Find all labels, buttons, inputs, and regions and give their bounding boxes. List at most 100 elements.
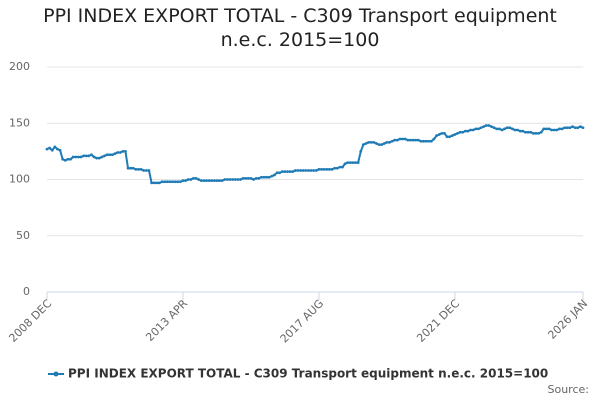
point (95, 156, 99, 160)
point (142, 169, 146, 172)
point (317, 167, 321, 171)
point (560, 127, 564, 131)
point (450, 134, 454, 138)
point (398, 137, 402, 141)
point (338, 165, 342, 169)
y-tick-label: 150 (9, 116, 30, 129)
point (283, 170, 287, 174)
point (346, 161, 350, 165)
point (129, 166, 133, 170)
point (291, 170, 295, 174)
point (335, 166, 339, 170)
point (270, 174, 274, 178)
point (320, 167, 323, 171)
point (479, 126, 483, 130)
point (490, 125, 493, 129)
y-tick-label: 0 (23, 285, 30, 298)
point (477, 127, 480, 131)
point (150, 181, 153, 185)
point (296, 169, 300, 172)
point (92, 155, 96, 159)
point (312, 169, 316, 172)
point (275, 171, 279, 175)
point (484, 124, 488, 127)
point (220, 179, 224, 183)
point (416, 138, 420, 142)
point (364, 142, 368, 145)
point (511, 127, 514, 131)
point (482, 125, 486, 129)
point (456, 131, 459, 135)
point (414, 138, 418, 142)
point (244, 176, 248, 180)
point (526, 130, 530, 134)
point (409, 138, 412, 142)
point (113, 152, 117, 156)
point (505, 126, 509, 130)
point (341, 165, 344, 169)
point (497, 127, 501, 131)
point (388, 140, 391, 144)
point (377, 143, 381, 147)
point (309, 169, 313, 172)
point (228, 178, 232, 181)
point (74, 155, 78, 159)
x-tick-label: 2026 JAN (545, 297, 590, 342)
point (168, 180, 172, 184)
point (278, 171, 282, 175)
point (380, 143, 384, 147)
point (184, 179, 187, 183)
point (437, 133, 441, 136)
point (76, 155, 80, 159)
legend-label: PPI INDEX EXPORT TOTAL - C309 Transport … (68, 367, 548, 381)
point (448, 135, 452, 139)
point (87, 154, 91, 158)
point (463, 129, 467, 133)
point (239, 178, 242, 181)
point (61, 157, 65, 161)
point (267, 175, 271, 179)
point (273, 173, 276, 177)
legend-marker (53, 371, 59, 377)
point (422, 139, 425, 143)
point (158, 181, 161, 185)
point (458, 130, 462, 134)
point (443, 131, 446, 135)
point (333, 166, 337, 170)
point (325, 167, 329, 171)
point (581, 126, 585, 130)
x-tick-label: 2008 DEC (6, 297, 54, 345)
point (372, 140, 376, 144)
point (241, 176, 245, 180)
point (249, 176, 253, 180)
series-line (46, 124, 584, 184)
point (155, 181, 159, 185)
point (356, 161, 360, 165)
point (131, 166, 135, 170)
point (571, 125, 574, 129)
point (393, 138, 397, 142)
point (518, 129, 522, 133)
point (299, 169, 303, 172)
point (563, 126, 567, 130)
point (265, 175, 269, 179)
point (474, 127, 478, 131)
point (495, 127, 499, 131)
point (160, 180, 164, 184)
point (139, 167, 143, 171)
point (558, 127, 561, 131)
source-label: Source: (548, 383, 590, 396)
point (427, 139, 431, 143)
point (565, 126, 569, 130)
point (121, 149, 125, 153)
point (513, 128, 517, 132)
point (126, 166, 130, 170)
point (307, 169, 310, 172)
point (189, 178, 193, 181)
x-tick-label: 2017 AUG (278, 297, 327, 346)
point (218, 179, 221, 183)
chart-title: PPI INDEX EXPORT TOTAL - C309 Transport … (43, 5, 557, 51)
point (375, 142, 378, 145)
point (395, 138, 399, 142)
